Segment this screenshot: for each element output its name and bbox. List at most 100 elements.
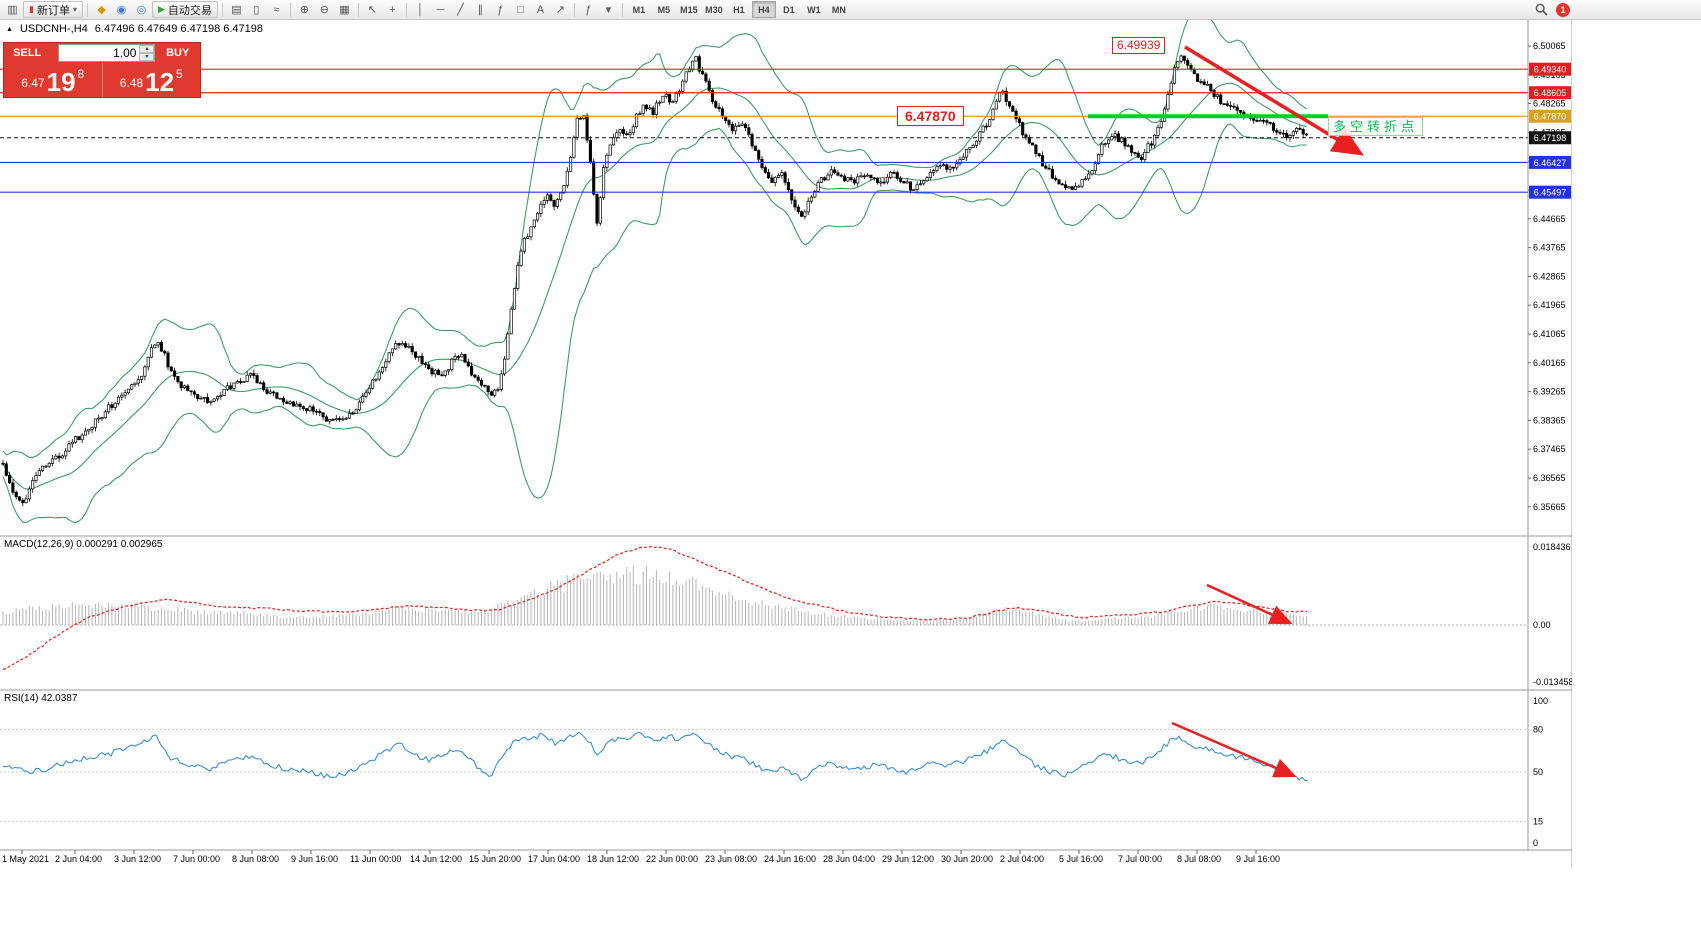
buy-price[interactable]: 6.48 12 5 <box>101 63 201 97</box>
periods-dropdown-icon[interactable]: ▾ <box>605 4 612 16</box>
timeframe-h4-button[interactable]: H4 <box>751 1 776 18</box>
peak-price-callout[interactable]: 6.49939 <box>1112 37 1166 54</box>
zoom-out-icon[interactable]: ⊖ <box>319 4 329 16</box>
axis-price-label: 6.49340 <box>1529 62 1571 76</box>
rsi-panel: 100 80 50 15 0 <box>0 696 1548 848</box>
timeframe-m5-button[interactable]: M5 <box>652 1 676 18</box>
svg-text:6.47870: 6.47870 <box>1534 112 1567 122</box>
svg-text:30 Jun 20:00: 30 Jun 20:00 <box>941 854 993 864</box>
toolbar-separator <box>405 2 407 17</box>
symbol-marker-icon: ▲ <box>6 25 13 33</box>
svg-text:7 Jul 00:00: 7 Jul 00:00 <box>1118 854 1162 864</box>
autotrade-label: 自动交易 <box>167 4 212 17</box>
svg-text:6.35665: 6.35665 <box>1533 502 1566 512</box>
toolbar-separator <box>621 2 623 17</box>
axis-price-label: 6.47198 <box>1529 131 1571 145</box>
svg-text:6.48605: 6.48605 <box>1534 88 1567 98</box>
candlestick-chart-icon[interactable]: ▯ <box>253 4 260 16</box>
svg-text:8 Jun 08:00: 8 Jun 08:00 <box>232 854 279 864</box>
autotrade-button[interactable]: ▶ 自动交易 <box>151 1 218 18</box>
svg-text:0.00: 0.00 <box>1533 620 1551 630</box>
arrow-tool-icon[interactable]: ↗ <box>555 4 565 16</box>
chart-header: ▲ USDCNH-,H4 6.47496 6.47649 6.47198 6.4… <box>6 23 263 35</box>
svg-text:6.41965: 6.41965 <box>1533 300 1566 310</box>
sell-price-point: 8 <box>77 67 85 81</box>
svg-text:6.45497: 6.45497 <box>1534 188 1567 198</box>
toolbar-separator <box>289 2 291 17</box>
svg-text:100: 100 <box>1533 696 1548 706</box>
sell-price-pips: 19 <box>46 67 76 97</box>
svg-text:11 Jun 00:00: 11 Jun 00:00 <box>350 854 401 864</box>
svg-text:6.43765: 6.43765 <box>1533 243 1566 253</box>
notification-badge[interactable]: 1 <box>1556 2 1570 17</box>
toolbar-right-group: 1 <box>1532 1 1570 18</box>
svg-text:9 Jun 16:00: 9 Jun 16:00 <box>291 854 338 864</box>
svg-text:6.50065: 6.50065 <box>1533 41 1566 51</box>
horizontal-line-icon[interactable]: ─ <box>436 3 445 16</box>
svg-text:0: 0 <box>1533 838 1538 848</box>
svg-text:14 Jun 12:00: 14 Jun 12:00 <box>410 854 462 864</box>
top-toolbar: ▥ ▮ 新订单 ▾ ◆ ◉ ◎ ▶ 自动交易 ▤ ▯ ≈ ⊕ ⊖ ▦ ↖ + │… <box>0 0 1701 20</box>
vertical-line-icon[interactable]: │ <box>416 3 424 16</box>
svg-text:15 Jun 20:00: 15 Jun 20:00 <box>469 854 521 864</box>
svg-text:80: 80 <box>1533 724 1543 734</box>
volume-increase-button[interactable]: ▴ <box>139 45 155 53</box>
community-icon[interactable]: ◉ <box>116 4 127 16</box>
channel-icon[interactable]: ∥ <box>477 4 484 16</box>
timeframe-m30-button[interactable]: M30 <box>702 1 726 18</box>
svg-text:8 Jul 08:00: 8 Jul 08:00 <box>1177 854 1221 864</box>
svg-text:22 Jun 00:00: 22 Jun 00:00 <box>646 854 698 864</box>
timeframe-mn-button[interactable]: MN <box>827 1 851 18</box>
search-icon[interactable] <box>1532 1 1551 18</box>
chart-canvas[interactable]: 6.500656.491656.482656.473656.464656.455… <box>0 20 1572 868</box>
buy-button[interactable]: BUY <box>155 43 200 63</box>
svg-text:6.38365: 6.38365 <box>1533 415 1566 425</box>
svg-text:6.48265: 6.48265 <box>1533 99 1566 109</box>
new-order-button[interactable]: ▮ 新订单 ▾ <box>23 1 83 18</box>
indicators-icon[interactable]: ƒ <box>585 3 592 16</box>
svg-text:28 Jun 04:00: 28 Jun 04:00 <box>823 854 875 864</box>
sell-price-base: 6.47 <box>21 76 45 90</box>
metaeditor-icon[interactable]: ◆ <box>97 4 106 16</box>
tile-windows-icon[interactable]: ▦ <box>339 4 350 16</box>
toolbar-separator <box>357 2 359 17</box>
fibonacci-icon[interactable]: ƒ <box>497 3 504 16</box>
trendline-icon[interactable]: ╱ <box>457 4 464 16</box>
timeframe-d1-button[interactable]: D1 <box>777 1 801 18</box>
main-chart[interactable]: 6.500656.491656.482656.473656.464656.455… <box>0 20 1572 868</box>
zoom-in-icon[interactable]: ⊕ <box>299 4 309 16</box>
shapes-icon[interactable]: □ <box>517 3 524 16</box>
svg-text:9 Jul 16:00: 9 Jul 16:00 <box>1236 854 1280 864</box>
crosshair-icon[interactable]: + <box>389 3 396 16</box>
bar-chart-icon[interactable]: ▤ <box>231 4 242 16</box>
sell-price[interactable]: 6.47 19 8 <box>4 63 102 97</box>
pivot-point-label[interactable]: 多空转折点 <box>1328 117 1424 136</box>
level-price-callout[interactable]: 6.47870 <box>897 106 964 126</box>
time-axis: 1 May 2021 2 Jun 04:00 3 Jun 12:00 7 Jun 00… <box>2 850 1280 864</box>
level-lines <box>0 68 1528 193</box>
svg-text:0.018436: 0.018436 <box>1533 542 1571 552</box>
timeframe-w1-button[interactable]: W1 <box>802 1 826 18</box>
new-order-label: 新订单 <box>36 4 70 17</box>
axis-price-label: 6.48605 <box>1529 86 1571 100</box>
line-chart-icon[interactable]: ≈ <box>273 3 280 16</box>
timeframe-h1-button[interactable]: H1 <box>727 1 751 18</box>
timeframe-m15-button[interactable]: M15 <box>677 1 701 18</box>
cursor-icon[interactable]: ↖ <box>367 4 377 16</box>
trade-panel-top-row: SELL ▴ ▾ BUY <box>4 43 200 63</box>
volume-decrease-button[interactable]: ▾ <box>139 53 155 61</box>
buy-price-base: 6.48 <box>119 76 144 90</box>
svg-text:23 Jun 08:00: 23 Jun 08:00 <box>705 854 757 864</box>
macd-panel: 0.018436 0.00 -0.013458 <box>0 542 1572 687</box>
timeframe-m1-button[interactable]: M1 <box>627 1 651 18</box>
chart-window-icon[interactable]: ▥ <box>7 4 18 16</box>
text-tool-icon[interactable]: A <box>536 3 545 16</box>
svg-text:6.40165: 6.40165 <box>1533 358 1566 368</box>
sell-button[interactable]: SELL <box>4 43 50 63</box>
terminal-icon[interactable]: ◎ <box>136 4 147 16</box>
toolbar-separator <box>573 2 575 17</box>
svg-text:6.37465: 6.37465 <box>1533 444 1566 454</box>
svg-text:18 Jun 12:00: 18 Jun 12:00 <box>587 854 639 864</box>
volume-input[interactable] <box>59 45 140 61</box>
svg-text:2 Jun 04:00: 2 Jun 04:00 <box>55 854 102 864</box>
